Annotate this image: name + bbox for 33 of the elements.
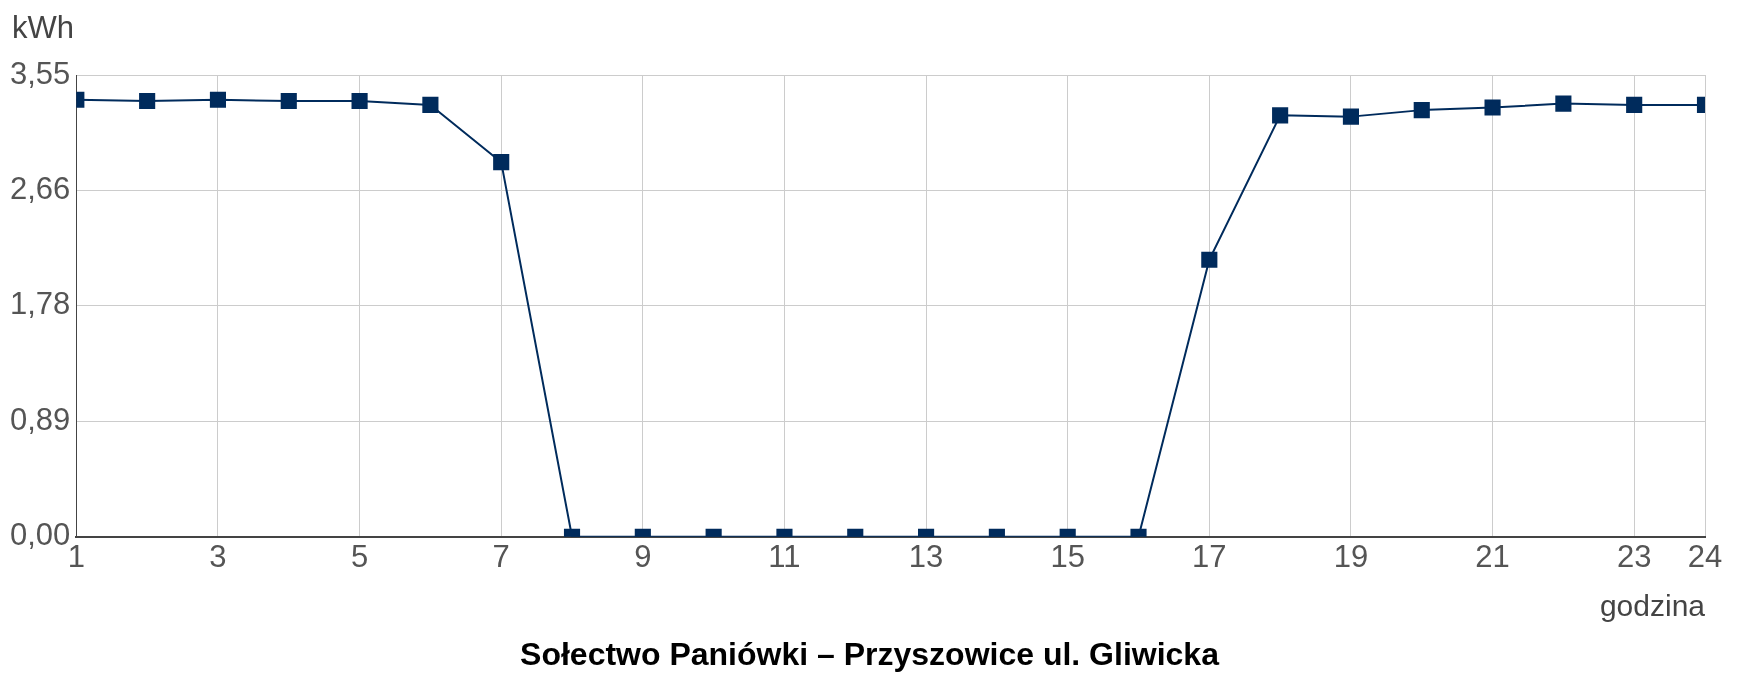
y-tick-label: 0,00 (9, 517, 71, 553)
point (1272, 107, 1289, 124)
x-tick-label: 21 (1475, 538, 1510, 574)
x-tick-label: 5 (350, 538, 369, 574)
x-tick-label: 9 (634, 538, 652, 574)
x-tick-label: 3 (209, 538, 227, 574)
point (209, 91, 227, 108)
x-tick-label: 11 (768, 538, 801, 574)
y-tick-label: 3,55 (9, 55, 71, 91)
x-tick-label: 7 (492, 538, 510, 574)
x-tick-label: 24 (1687, 538, 1723, 574)
x-axis-title: godzina (1599, 589, 1706, 623)
x-tick-label: 23 (1616, 538, 1652, 574)
point (1413, 102, 1430, 119)
x-tick-label: 13 (908, 538, 944, 574)
point (422, 96, 439, 113)
y-tick-label: 1,78 (9, 285, 71, 321)
y-tick-label: 0,89 (9, 401, 71, 437)
y-axis-title: kWh (12, 10, 74, 46)
point (1626, 96, 1643, 113)
x-tick-label: 15 (1050, 538, 1085, 574)
point (351, 92, 368, 110)
x-tick-label: 17 (1192, 538, 1227, 574)
point (1342, 108, 1360, 125)
point (1484, 99, 1501, 116)
y-tick-label: 2,66 (9, 171, 71, 207)
x-tick-label: 19 (1333, 538, 1369, 574)
point (139, 92, 156, 110)
point (1201, 251, 1218, 268)
point (1555, 95, 1572, 112)
point (280, 92, 297, 110)
point (493, 154, 510, 171)
text: Sołectwo Paniówki – Przyszowice ul. Gliwicka (519, 636, 1221, 673)
